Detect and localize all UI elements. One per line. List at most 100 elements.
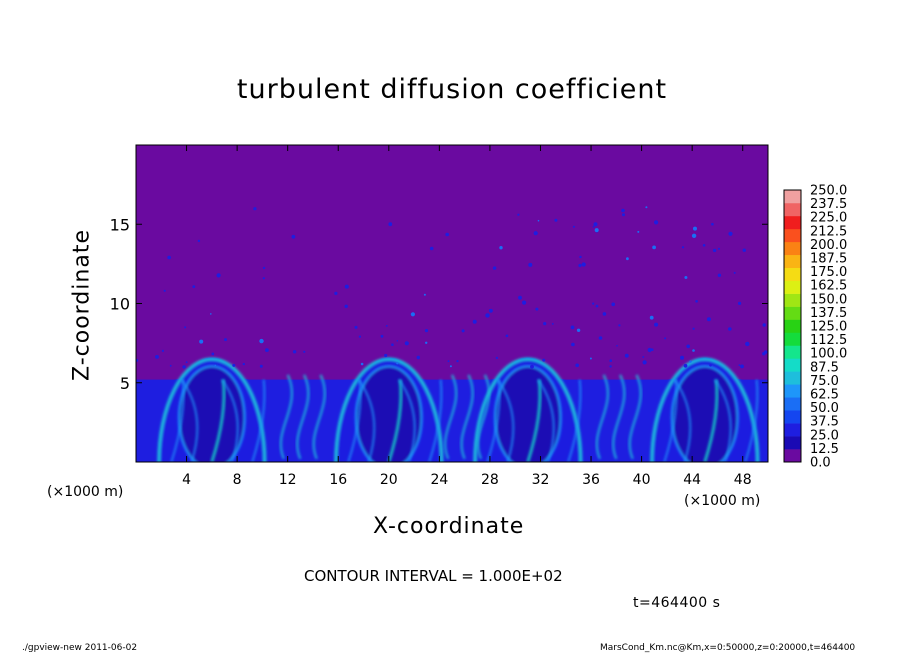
turbulence-speck <box>161 349 164 352</box>
colorbar-label: 187.5 <box>810 252 847 267</box>
colorbar-swatch <box>784 241 801 256</box>
turbulence-speck <box>542 358 546 362</box>
turbulence-speck <box>594 228 599 233</box>
turbulence-speck <box>626 257 629 261</box>
turbulence-speck <box>602 312 607 316</box>
turbulence-speck <box>686 344 690 349</box>
turbulence-speck <box>695 300 698 303</box>
colorbar-swatch <box>784 358 801 372</box>
turbulence-speck <box>530 364 534 369</box>
x-tick-label: 36 <box>582 472 600 488</box>
y-axis-label: Z-coordinate <box>69 229 95 381</box>
turbulence-speck <box>232 363 236 367</box>
x-tick-label: 4 <box>182 472 191 488</box>
turbulence-speck <box>391 343 394 347</box>
turbulence-speck <box>692 349 695 352</box>
colorbar-label: 12.5 <box>810 442 839 457</box>
turbulence-speck <box>344 304 348 308</box>
plume-streak <box>251 379 266 462</box>
turbulence-speck <box>579 255 582 259</box>
colorbar-swatch <box>784 410 801 424</box>
turbulence-speck <box>182 365 186 369</box>
turbulence-speck <box>262 266 266 270</box>
turbulence-speck <box>344 284 349 289</box>
turbulence-speck <box>733 271 736 274</box>
downdraft-streak <box>628 374 642 460</box>
turbulence-speck <box>404 341 409 346</box>
x-tick-label: 40 <box>633 472 651 488</box>
turbulence-speck <box>499 246 503 250</box>
turbulence-speck <box>551 323 554 325</box>
colorbar-swatch <box>784 215 801 230</box>
downdraft-streak <box>312 374 326 460</box>
turbulence-speck <box>184 326 187 329</box>
field-layer <box>136 145 768 462</box>
turbulence-speck <box>683 363 688 368</box>
turbulence-speck <box>262 277 265 280</box>
colorbar-swatch <box>784 449 801 463</box>
turbulence-speck <box>647 347 652 353</box>
turbulence-speck <box>576 328 581 332</box>
turbulence-speck <box>384 353 388 358</box>
turbulence-speck <box>762 352 766 356</box>
y-tick-label: 5 <box>120 374 130 393</box>
turbulence-speck <box>664 337 667 340</box>
turbulence-speck <box>618 324 621 327</box>
turbulence-speck <box>214 364 217 367</box>
colorbar-swatch <box>784 306 801 320</box>
turbulence-speck <box>396 340 399 342</box>
turbulence-speck <box>592 302 595 305</box>
turbulence-speck <box>742 248 746 252</box>
colorbar-label: 25.0 <box>810 428 839 443</box>
turbulence-speck <box>224 338 227 342</box>
turbulence-speck <box>611 302 615 307</box>
plume-streak <box>526 379 542 462</box>
colorbar-label: 100.0 <box>810 347 847 362</box>
turbulence-speck <box>197 239 201 243</box>
turbulence-speck <box>709 364 712 367</box>
plume-streak <box>744 379 759 462</box>
colorbar-swatch <box>784 371 801 385</box>
colorbar-label: 75.0 <box>810 374 839 389</box>
downdraft-streak <box>443 374 458 460</box>
footer-right: MarsCond_Km.nc@Km,x=0:50000,z=0:20000,t=… <box>600 643 856 653</box>
boundary-layer <box>136 357 768 462</box>
turbulence-speck <box>528 262 533 267</box>
turbulence-speck <box>609 365 612 368</box>
turbulence-speck <box>598 336 603 340</box>
x-tick-label: 48 <box>734 472 752 488</box>
x-axis-label: X-coordinate <box>373 514 525 539</box>
turbulence-speck <box>185 361 188 364</box>
plume-streak <box>210 379 226 462</box>
turbulence-speck <box>589 357 592 360</box>
turbulence-speck <box>136 359 139 362</box>
turbulence-speck <box>495 356 498 359</box>
plume-streak <box>357 378 376 462</box>
plume-streak <box>428 379 443 462</box>
turbulence-speck <box>645 206 648 209</box>
colorbar-label: 62.5 <box>810 388 839 403</box>
turbulence-speck <box>210 313 212 315</box>
turbulence-speck <box>578 263 582 268</box>
x-tick-label: 28 <box>481 472 499 488</box>
turbulence-speck <box>385 325 388 327</box>
colorbar-label: 50.0 <box>810 401 839 416</box>
turbulence-speck <box>689 360 692 363</box>
colorbar-swatch <box>784 423 801 437</box>
colorbar-label: 112.5 <box>810 333 847 348</box>
turbulence-speck <box>518 295 522 300</box>
turbulence-speck <box>396 362 399 365</box>
turbulence-speck <box>738 301 742 305</box>
turbulence-speck <box>155 355 159 359</box>
downdraft-streak <box>296 374 310 460</box>
turbulence-speck <box>472 319 477 324</box>
turbulence-speck <box>581 262 586 267</box>
colorbar-swatch <box>784 254 801 269</box>
colorbar-label: 250.0 <box>810 184 847 199</box>
time-label: t=464400 s <box>633 595 721 611</box>
plume-streak <box>486 379 501 462</box>
turbulence-speck <box>738 364 741 367</box>
turbulence-speck <box>388 222 393 227</box>
turbulence-speck <box>423 293 426 296</box>
downdraft-streak <box>279 374 294 460</box>
